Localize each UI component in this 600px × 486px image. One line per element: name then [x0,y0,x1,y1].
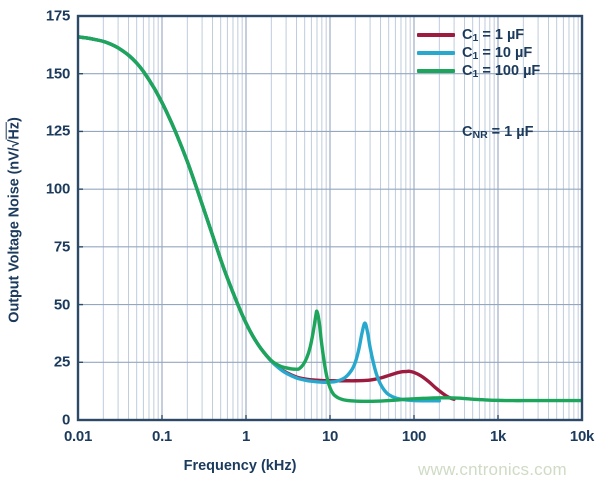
legend: C1 = 1 µF C1 = 10 µF C1 = 100 µF [417,26,540,80]
annotation-subscript: NR [472,129,488,141]
watermark: www.cntronics.com [418,460,567,479]
y-tick-label: 50 [53,296,70,314]
legend-item: C1 = 100 µF [417,62,540,80]
grid-lines [77,16,583,420]
x-tick-label: 0.01 [64,428,92,445]
y-tick-label: 75 [53,238,70,256]
legend-swatch-c1-1uf [417,33,455,37]
x-tick-label: 10 [321,428,339,445]
annotation-suffix: = 1 µF [487,124,534,140]
legend-item: C1 = 1 µF [417,26,540,44]
x-tick-label: 100 [401,428,427,445]
legend-label-c1-10uf: C1 = 10 µF [462,45,533,62]
annotation-prefix: C [462,124,473,140]
series-line [78,35,582,404]
y-tick-label: 25 [53,353,70,371]
axis-ticks [77,15,583,421]
legend-item: C1 = 10 µF [417,44,540,62]
y-tick-label: 125 [45,122,70,140]
annotation-cnr: CNR = 1 µF [462,124,534,141]
x-tick-label: 10k [569,428,595,445]
legend-label-c1-100uf: C1 = 100 µF [462,63,541,80]
x-tick-label: 0.1 [152,428,172,445]
x-axis-title: Frequency (kHz) [0,458,600,474]
legend-swatch-c1-10uf [417,51,455,55]
legend-label-c1-1uf: C1 = 1 µF [462,27,525,44]
x-tick-label: 1k [489,428,507,445]
data-series [78,35,582,404]
legend-swatch-c1-100uf [417,69,455,73]
y-tick-label: 0 [61,411,70,429]
y-tick-label: 100 [45,180,70,198]
x-tick-label: 1 [241,428,251,445]
y-tick-label: 150 [45,65,70,83]
y-tick-label: 175 [45,7,70,25]
x-axis-title-text: Frequency (kHz) [183,458,297,474]
